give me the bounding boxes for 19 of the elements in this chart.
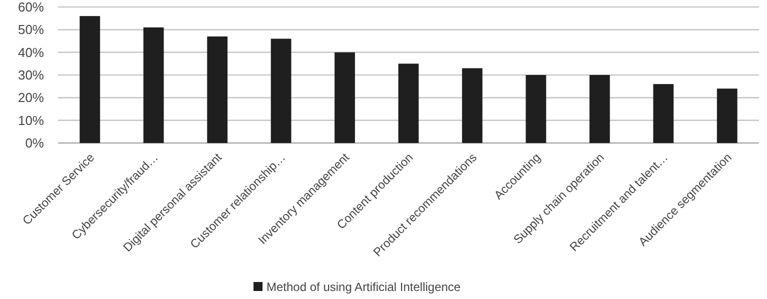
- bar: [207, 36, 228, 143]
- y-tick-label: 60%: [18, 0, 44, 15]
- y-tick-label: 30%: [18, 68, 44, 83]
- bar: [398, 64, 419, 143]
- bar: [589, 75, 610, 143]
- y-tick-label: 10%: [18, 112, 44, 128]
- y-tick-label: 20%: [18, 90, 44, 106]
- y-tick-label: 0%: [25, 136, 44, 151]
- bar: [462, 68, 482, 143]
- bar: [143, 27, 164, 143]
- bar: [716, 88, 738, 143]
- bar: [270, 38, 292, 143]
- bar: [526, 75, 546, 143]
- bar: [80, 16, 100, 143]
- bar: [334, 52, 355, 143]
- y-tick-label: 40%: [18, 44, 44, 60]
- bar: [653, 84, 674, 143]
- legend-label: Method of using Artificial Intelligence: [266, 280, 461, 294]
- y-tick-label: 50%: [18, 22, 44, 38]
